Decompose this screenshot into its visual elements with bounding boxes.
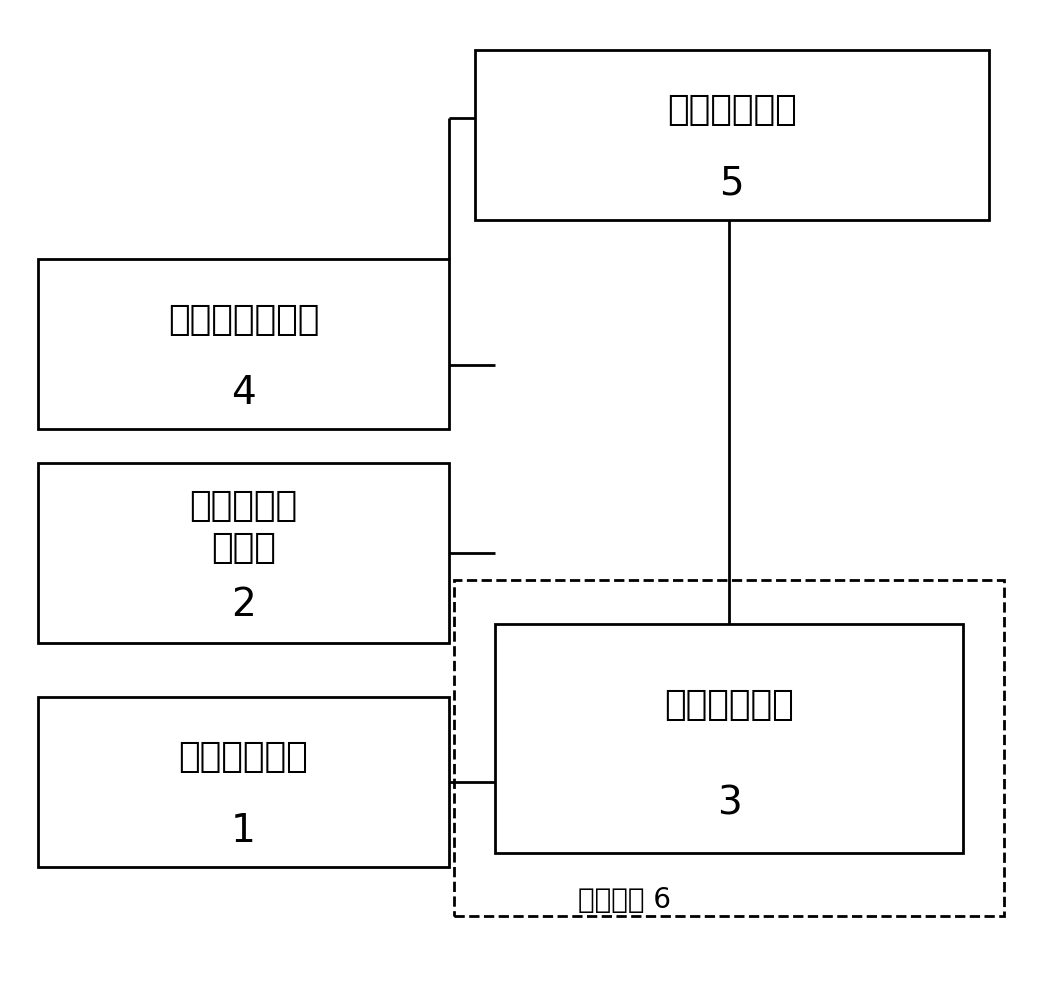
Text: 1: 1 <box>231 810 256 849</box>
Bar <box>495 624 963 853</box>
Text: 气体供给设备: 气体供给设备 <box>178 740 308 774</box>
Bar <box>38 259 449 430</box>
Bar <box>38 463 449 644</box>
Text: 3: 3 <box>717 784 742 821</box>
Text: 4: 4 <box>231 374 255 411</box>
Text: 岩样承载设备: 岩样承载设备 <box>665 687 794 721</box>
Bar <box>38 697 449 868</box>
Text: 超声波测量设备: 超声波测量设备 <box>168 303 319 336</box>
Text: 温控系统 6: 温控系统 6 <box>577 885 671 913</box>
Bar <box>475 50 989 221</box>
Text: 5: 5 <box>719 165 744 202</box>
Text: 信息处理设备: 信息处理设备 <box>667 94 797 127</box>
Text: 功率超声激
励设备: 功率超声激 励设备 <box>190 489 297 565</box>
Text: 2: 2 <box>231 585 255 623</box>
Bar <box>454 581 1004 916</box>
